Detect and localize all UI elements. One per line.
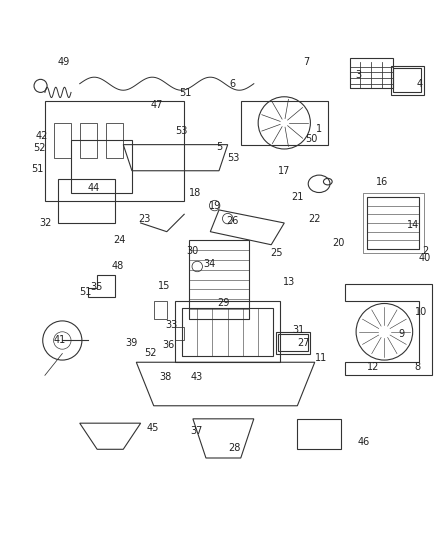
Bar (53, 123, 71, 158)
Text: 26: 26 (226, 216, 238, 226)
Text: 9: 9 (399, 329, 405, 339)
Text: 53: 53 (175, 126, 187, 136)
Text: 43: 43 (190, 373, 202, 383)
Text: 19: 19 (208, 200, 221, 211)
Text: 11: 11 (315, 353, 327, 363)
Text: 22: 22 (308, 214, 321, 224)
Text: 44: 44 (88, 183, 100, 193)
Text: 2: 2 (423, 246, 429, 256)
Text: 52: 52 (145, 348, 157, 358)
Text: 34: 34 (203, 260, 215, 269)
Bar (367, 197, 419, 249)
Text: 1: 1 (316, 124, 322, 134)
Bar (182, 308, 273, 356)
Text: 35: 35 (90, 282, 102, 293)
Bar (176, 301, 280, 362)
Text: 47: 47 (151, 100, 163, 110)
Text: 7: 7 (303, 57, 309, 67)
Text: 23: 23 (138, 214, 150, 224)
Bar (58, 180, 115, 223)
Text: 21: 21 (291, 192, 304, 202)
Bar (350, 58, 393, 88)
Text: 31: 31 (292, 325, 304, 335)
Text: 45: 45 (147, 423, 159, 433)
Text: 37: 37 (190, 426, 202, 436)
Text: 14: 14 (406, 220, 419, 230)
Bar (391, 66, 424, 94)
Text: 51: 51 (79, 287, 92, 297)
Text: 48: 48 (112, 261, 124, 271)
Text: 32: 32 (39, 218, 52, 228)
Text: 41: 41 (53, 335, 65, 345)
Text: 6: 6 (229, 79, 235, 88)
Bar (71, 140, 132, 192)
Text: 38: 38 (160, 373, 172, 383)
Text: 4: 4 (416, 79, 422, 88)
Text: 51: 51 (32, 164, 44, 174)
Text: 33: 33 (165, 320, 177, 330)
Text: 18: 18 (189, 188, 201, 198)
Text: 10: 10 (415, 307, 427, 317)
Text: 30: 30 (187, 246, 199, 256)
Text: 52: 52 (33, 143, 46, 153)
Text: 36: 36 (162, 340, 174, 350)
Bar (393, 68, 421, 92)
Text: 42: 42 (35, 131, 48, 141)
Text: 50: 50 (305, 134, 318, 144)
Text: 20: 20 (332, 238, 345, 247)
Text: 8: 8 (414, 361, 420, 372)
Text: 51: 51 (179, 88, 192, 98)
Text: 29: 29 (217, 298, 230, 309)
Text: 13: 13 (283, 277, 295, 287)
Bar (363, 192, 424, 254)
Text: 15: 15 (159, 281, 171, 291)
Text: 17: 17 (278, 166, 290, 176)
Text: 39: 39 (125, 338, 137, 348)
Text: 12: 12 (367, 361, 380, 372)
Bar (176, 327, 184, 341)
Bar (188, 240, 250, 319)
Bar (80, 123, 97, 158)
Text: 53: 53 (227, 152, 240, 163)
Text: 5: 5 (216, 142, 222, 152)
Text: 46: 46 (357, 437, 370, 447)
Text: 27: 27 (297, 338, 310, 348)
Bar (154, 301, 167, 319)
Text: 25: 25 (270, 248, 283, 259)
Text: 3: 3 (355, 70, 361, 80)
Bar (278, 334, 308, 351)
Text: 49: 49 (57, 57, 69, 67)
Text: 40: 40 (418, 253, 431, 263)
Text: 16: 16 (376, 176, 389, 187)
Text: 28: 28 (228, 443, 240, 454)
Text: 24: 24 (113, 236, 126, 245)
Bar (276, 332, 311, 353)
Bar (106, 123, 123, 158)
